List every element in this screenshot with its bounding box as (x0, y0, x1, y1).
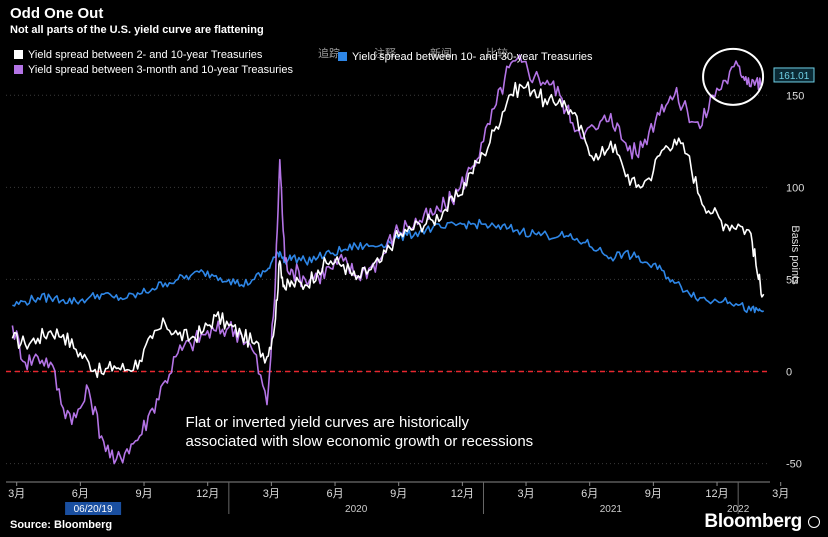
x-tick-label: 3月 (772, 488, 789, 500)
y-tick-label: -50 (786, 459, 802, 471)
legend-swatch (338, 52, 347, 61)
legend-label: Yield spread between 10- and 30-year Tre… (352, 51, 593, 63)
date-marker-label: 06/20/19 (74, 504, 113, 515)
x-tick-label: 12月 (196, 488, 219, 500)
annotation-text: associated with slow economic growth or … (186, 433, 534, 450)
annotation-text: Flat or inverted yield curves are histor… (186, 414, 470, 431)
overlay-tab[interactable]: 追踪 (318, 46, 340, 60)
legend-label: Yield spread between 3-month and 10-year… (28, 64, 293, 76)
logo-circle-icon (808, 516, 820, 528)
date-marker-badge (65, 502, 122, 515)
x-tick-label: 12月 (451, 488, 474, 500)
x-tick-label: 6月 (326, 488, 343, 500)
y-tick-label: 100 (786, 182, 804, 194)
overlay-tab[interactable]: 新闻 (430, 46, 452, 60)
y-tick-label: 50 (786, 274, 798, 286)
x-tick-label: 12月 (705, 488, 728, 500)
x-year-label: 2021 (600, 504, 623, 515)
y-tick-label: 150 (786, 90, 804, 102)
overlay-tab[interactable]: 注释 (374, 46, 396, 60)
legend-swatch (14, 65, 23, 74)
x-tick-label: 6月 (72, 488, 89, 500)
x-tick-label: 9月 (390, 488, 407, 500)
y-tick-label: 0 (786, 367, 792, 379)
y-axis-label: Basis points (789, 225, 801, 285)
x-tick-label: 9月 (135, 488, 152, 500)
x-tick-label: 3月 (517, 488, 534, 500)
chart-title: Odd One Out (10, 5, 104, 22)
legend-label: Yield spread between 2- and 10-year Trea… (28, 49, 263, 61)
bloomberg-logo: Bloomberg (704, 511, 802, 532)
highlight-circle (702, 47, 765, 106)
two-ten-spread-line (11, 81, 765, 379)
x-tick-label: 6月 (581, 488, 598, 500)
last-value-label: 161.01 (779, 71, 810, 82)
x-tick-label: 3月 (263, 488, 280, 500)
overlay-tab[interactable]: 比较 (486, 46, 508, 60)
source-note: Source: Bloomberg (10, 519, 113, 531)
ten-thirty-spread-line (12, 218, 765, 314)
legend-swatch (14, 50, 23, 59)
x-tick-label: 3月 (8, 488, 25, 500)
x-year-label: 2020 (345, 504, 368, 515)
three-month-ten-spread-line (11, 54, 762, 465)
x-tick-label: 9月 (645, 488, 662, 500)
last-value-badge (773, 67, 815, 83)
chart-subtitle: Not all parts of the U.S. yield curve ar… (10, 24, 264, 36)
